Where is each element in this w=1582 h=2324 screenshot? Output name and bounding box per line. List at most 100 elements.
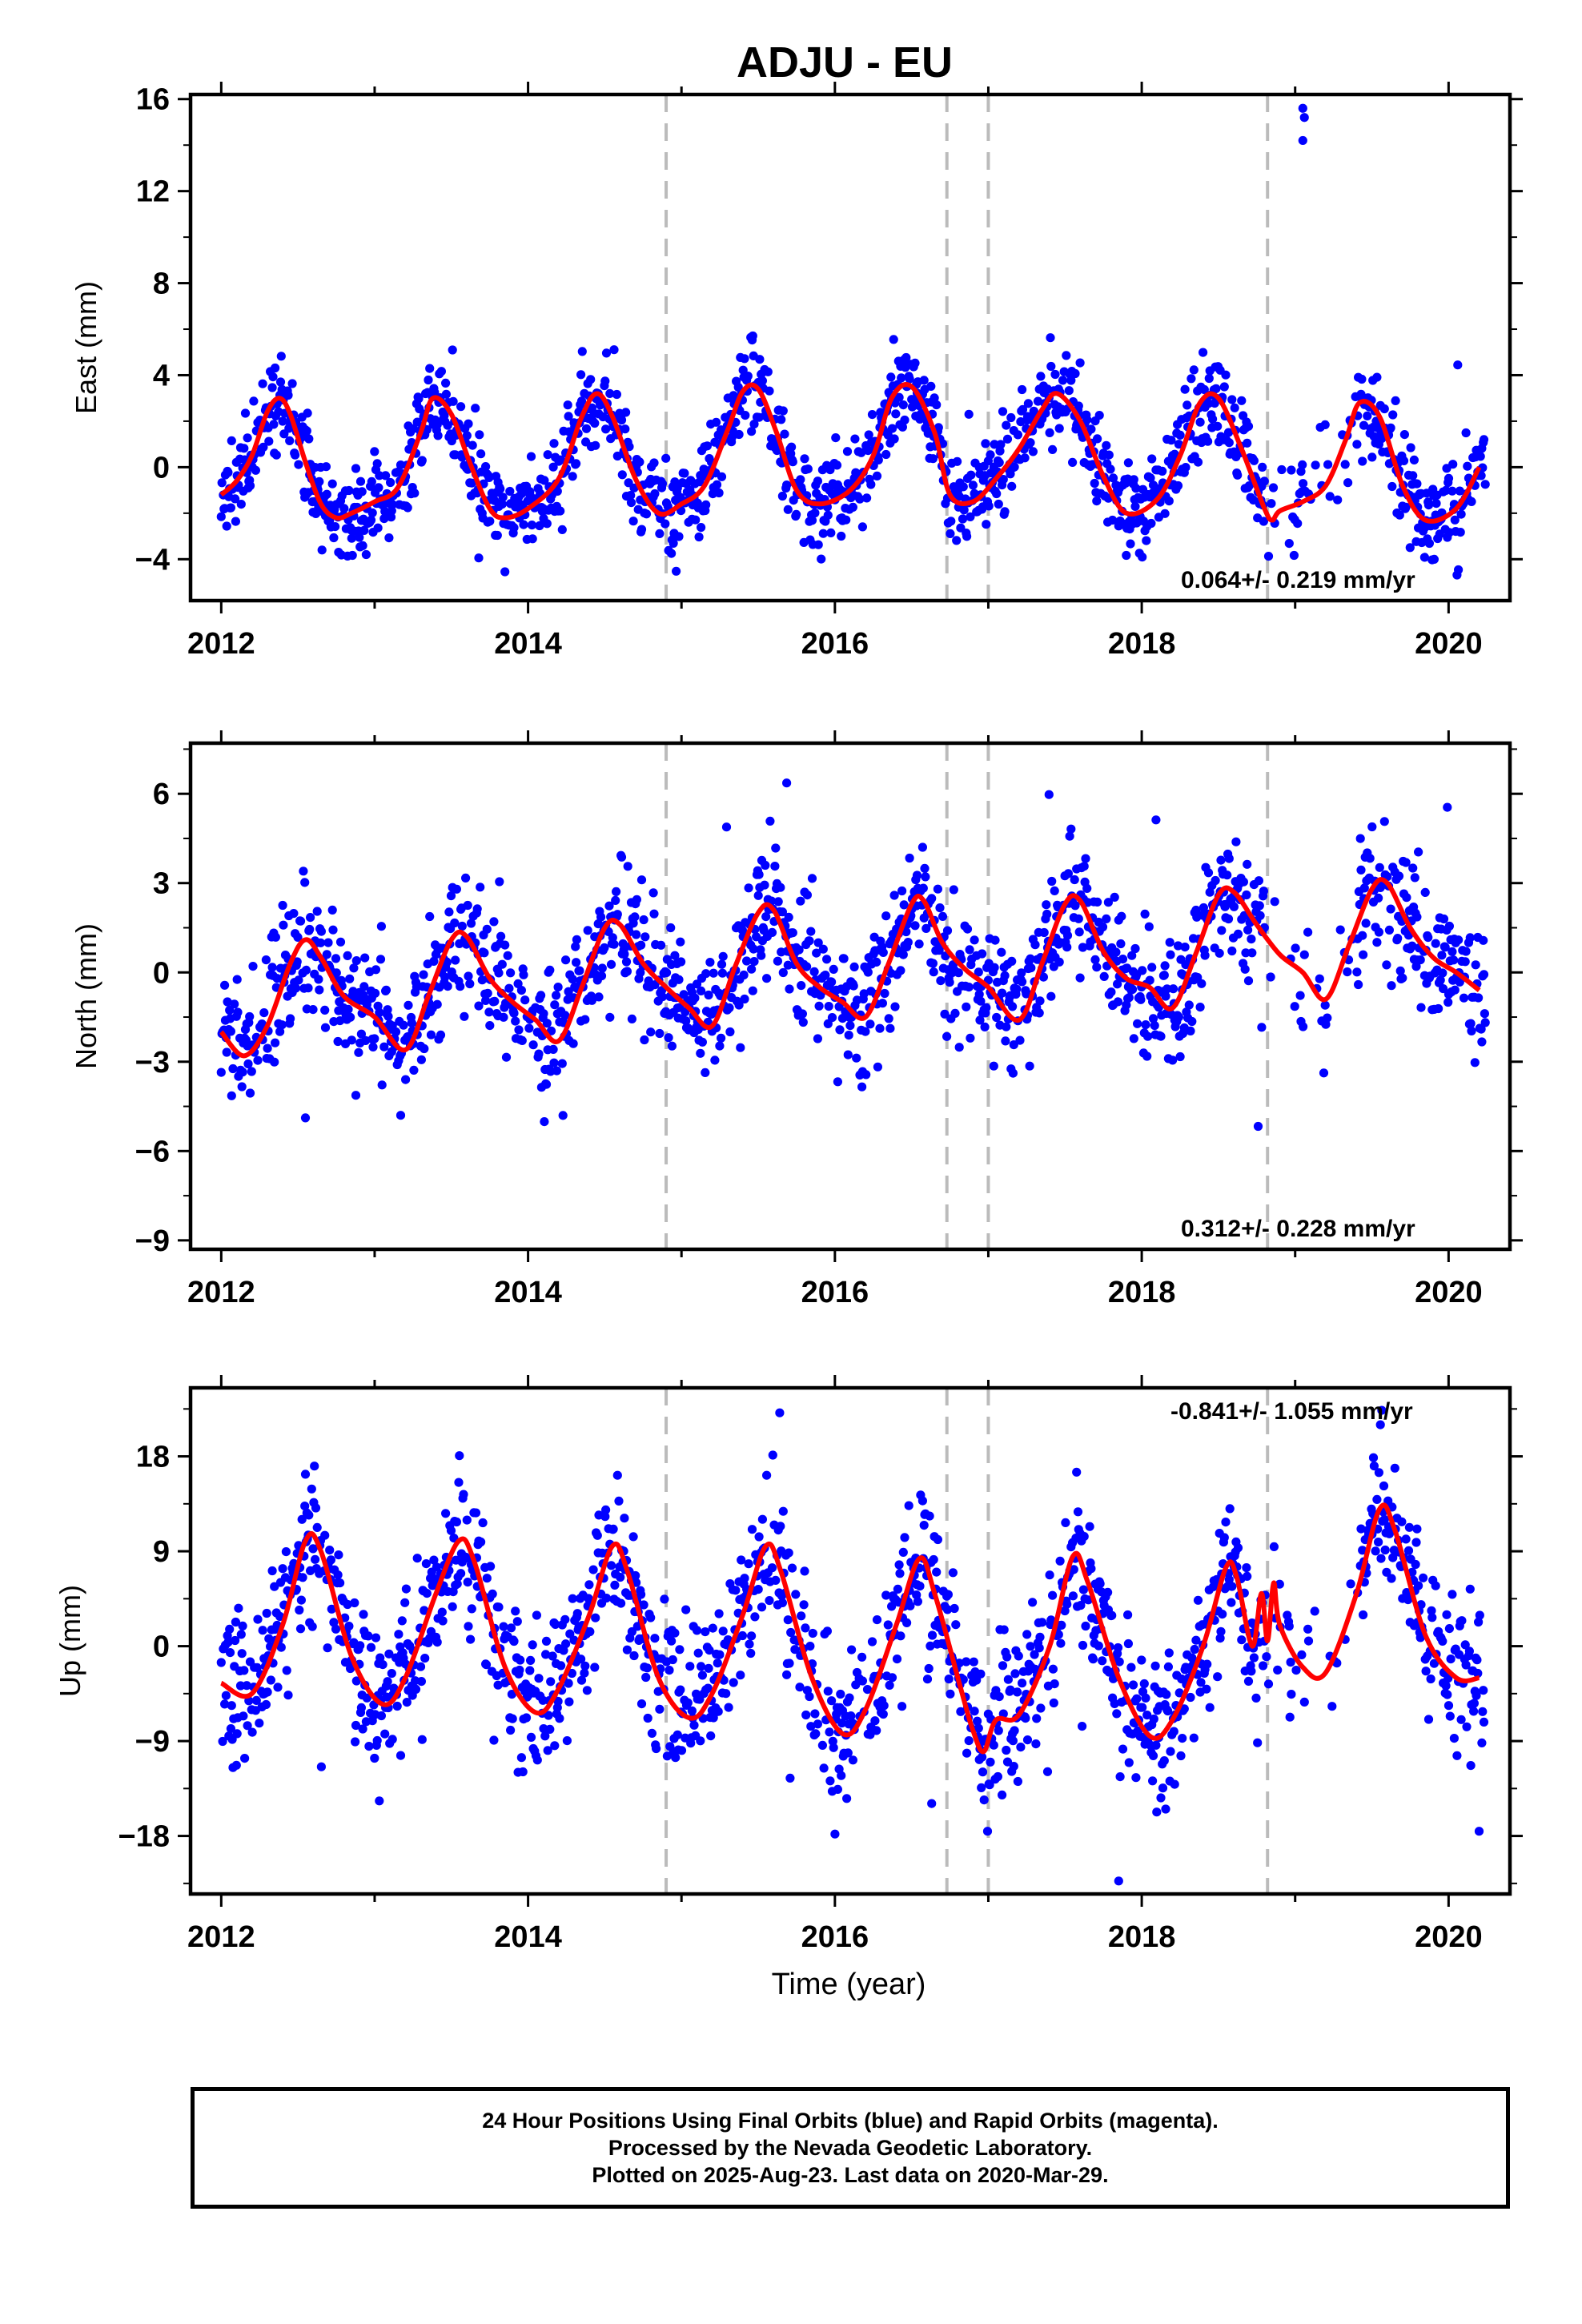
north-data-point	[1460, 957, 1470, 967]
up-data-point	[982, 1827, 993, 1836]
north-plot-frame	[188, 741, 1512, 1252]
east-data-point	[231, 494, 240, 504]
up-data-point	[1078, 1585, 1088, 1594]
north-data-point	[806, 927, 816, 936]
up-data-point	[1227, 1582, 1237, 1591]
north-data-point	[1066, 824, 1076, 834]
up-data-point	[1032, 1714, 1042, 1723]
east-data-point	[818, 529, 828, 538]
up-data-point	[878, 1709, 888, 1719]
north-data-point	[305, 924, 315, 935]
up-data-point	[225, 1648, 235, 1658]
up-data-point	[1273, 1665, 1283, 1675]
east-data-point	[367, 508, 377, 518]
north-data-point	[328, 925, 338, 935]
north-data-point	[1241, 948, 1251, 958]
east-data-point	[1298, 460, 1307, 470]
up-data-point	[620, 1514, 629, 1523]
up-data-point	[343, 1599, 352, 1610]
up-data-point	[1247, 1667, 1256, 1676]
east-data-point	[1094, 411, 1104, 420]
east-data-point	[901, 352, 911, 363]
north-data-point	[440, 972, 450, 982]
up-data-point	[639, 1600, 648, 1610]
north-data-point	[1435, 975, 1445, 985]
up-data-point	[1164, 1648, 1174, 1658]
up-x-tick-label: 2014	[494, 1920, 562, 1954]
east-data-point	[982, 520, 991, 529]
up-data-point	[226, 1724, 235, 1734]
up-data-point	[954, 1659, 964, 1668]
north-data-point	[528, 1040, 538, 1050]
north-data-point	[1001, 1036, 1010, 1046]
east-data-point	[339, 504, 349, 513]
up-data-point	[590, 1663, 600, 1672]
east-data-point	[1007, 481, 1017, 491]
up-data-point	[1457, 1616, 1467, 1626]
up-data-point	[1176, 1751, 1186, 1761]
north-data-point	[1416, 1003, 1426, 1012]
up-data-point	[1461, 1660, 1471, 1670]
up-data-point	[564, 1697, 574, 1707]
north-data-point	[517, 1035, 527, 1045]
up-data-point	[370, 1753, 379, 1763]
east-data-point	[315, 476, 324, 487]
north-data-point	[812, 948, 821, 958]
north-data-point	[1291, 943, 1300, 953]
up-data-point	[1139, 1679, 1149, 1689]
north-data-point	[1165, 938, 1174, 947]
east-data-point	[889, 434, 899, 444]
north-data-point	[534, 1049, 544, 1059]
east-data-point	[986, 450, 995, 460]
north-data-point	[1113, 979, 1122, 989]
north-data-point	[1384, 925, 1394, 935]
east-data-point	[990, 440, 999, 449]
north-data-point	[494, 968, 504, 978]
north-data-point	[1173, 941, 1183, 951]
east-data-point	[609, 345, 619, 355]
up-data-point	[1170, 1779, 1179, 1789]
east-data-point	[1138, 553, 1147, 562]
up-data-point	[601, 1505, 611, 1514]
north-data-point	[1242, 890, 1251, 900]
up-data-point	[924, 1663, 934, 1674]
up-data-point	[334, 1550, 343, 1560]
up-data-point	[819, 1763, 829, 1773]
east-fit-layer	[219, 382, 1482, 524]
east-data-point	[714, 488, 724, 498]
north-data-point	[245, 1011, 255, 1022]
east-data-point	[748, 331, 757, 341]
up-data-point	[252, 1663, 262, 1672]
up-data-point	[1447, 1590, 1457, 1599]
north-data-point	[813, 938, 823, 947]
up-data-point	[251, 1695, 261, 1705]
east-data-point	[542, 519, 552, 529]
north-data-point	[316, 927, 326, 936]
up-data-point	[1368, 1453, 1379, 1462]
east-data-point	[601, 424, 611, 434]
up-data-point	[731, 1586, 741, 1595]
east-data-point	[777, 491, 788, 501]
up-data-point	[801, 1710, 811, 1720]
east-data-point	[441, 378, 451, 388]
north-data-point	[1266, 972, 1275, 982]
north-data-point	[1343, 967, 1352, 977]
east-data-point	[386, 477, 396, 488]
up-data-point	[721, 1689, 731, 1699]
up-data-point	[372, 1735, 382, 1746]
up-data-point	[463, 1578, 472, 1587]
east-data-point	[1129, 475, 1138, 485]
up-data-point	[239, 1711, 248, 1721]
up-data-point	[994, 1692, 1004, 1702]
up-data-point	[1427, 1606, 1436, 1615]
up-data-point	[429, 1555, 439, 1565]
east-data-point	[1268, 483, 1279, 493]
up-data-point	[329, 1618, 339, 1627]
north-data-point	[594, 992, 604, 1002]
north-data-point	[383, 1011, 393, 1021]
up-data-point	[1048, 1590, 1058, 1600]
east-data-point	[410, 489, 420, 498]
east-data-point	[302, 426, 311, 436]
up-data-point	[534, 1674, 544, 1683]
